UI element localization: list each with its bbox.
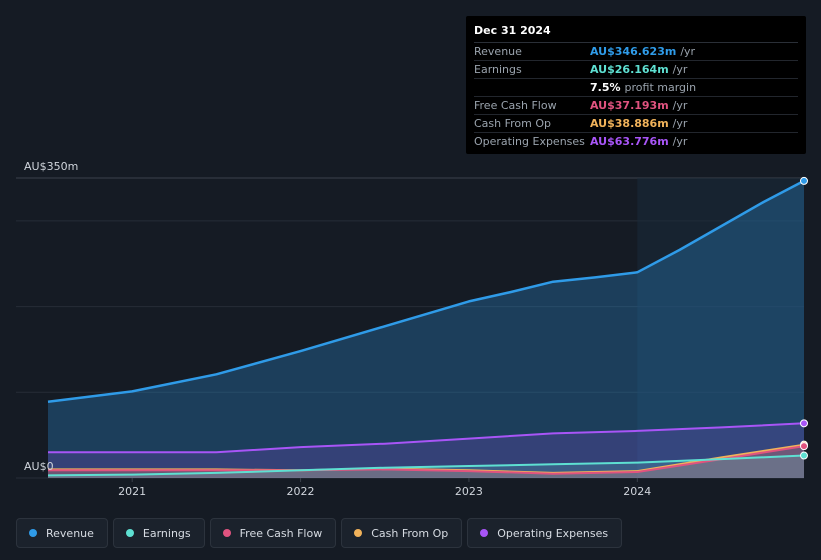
end-point-revenue (800, 176, 808, 185)
area-operating-expenses (48, 423, 804, 478)
legend-item-operating-expenses[interactable]: Operating Expenses (467, 518, 623, 548)
line-operating-expenses (48, 422, 805, 454)
tooltip-date: Dec 31 2024 (474, 22, 798, 43)
tooltip-unit: /yr (672, 135, 688, 148)
x-tick-label: 2022 (287, 485, 315, 498)
x-axis-ticks: 2021 2022 2023 2024 (118, 478, 651, 498)
legend-dot-icon (222, 529, 231, 537)
area-revenue (48, 180, 804, 478)
tooltip-label: Earnings (474, 63, 522, 76)
legend-dot-icon (354, 529, 363, 537)
tooltip-unit: /yr (672, 99, 688, 112)
tooltip-row-revenue: Revenue AU$346.623m /yr (474, 43, 798, 61)
legend-label: Operating Expenses (497, 526, 609, 540)
tooltip-label: Operating Expenses (474, 135, 585, 148)
end-point-earnings (800, 451, 808, 460)
legend-label: Free Cash Flow (239, 526, 323, 540)
tooltip-label: Cash From Op (474, 117, 552, 130)
tooltip-value: AU$26.164m (590, 63, 669, 76)
tooltip-row-earnings: Earnings AU$26.164m /yr (474, 61, 798, 79)
legend-label: Cash From Op (371, 526, 449, 540)
tooltip-unit: /yr (680, 45, 696, 58)
x-tick-label: 2023 (455, 485, 483, 498)
tooltip-value: AU$63.776m (590, 135, 669, 148)
legend-item-earnings[interactable]: Earnings (112, 518, 205, 548)
legend-item-cash-from-op[interactable]: Cash From Op (341, 518, 463, 548)
legend-dot-icon (29, 529, 37, 537)
data-tooltip: Dec 31 2024 Revenue AU$346.623m /yr Earn… (466, 16, 806, 154)
chart-area: 2021 2022 2023 2024 (16, 176, 808, 498)
legend-label: Earnings (142, 526, 191, 540)
legend-dot-icon (125, 529, 134, 537)
legend-dot-icon (480, 529, 489, 537)
line-earnings (47, 454, 805, 477)
x-tick-label: 2021 (118, 485, 146, 498)
legend-label: Revenue (46, 526, 94, 540)
legend-item-free-cash-flow[interactable]: Free Cash Flow (209, 518, 337, 548)
tooltip-unit: /yr (672, 63, 688, 76)
tooltip-row-free-cash-flow: Free Cash Flow AU$37.193m /yr (474, 97, 798, 115)
tooltip-value: AU$38.886m (590, 117, 669, 130)
series-end-markers (800, 176, 808, 460)
series-lines (47, 179, 805, 477)
tooltip-unit: profit margin (624, 81, 697, 94)
tooltip-label: Revenue (474, 45, 522, 58)
y-axis-top-label: AU$350m (24, 160, 79, 173)
tooltip-value: AU$346.623m (590, 45, 677, 58)
legend-item-revenue[interactable]: Revenue (16, 518, 108, 548)
end-point-free-cash-flow (800, 442, 808, 451)
tooltip-value: AU$37.193m (590, 99, 669, 112)
end-point-operating-expenses (800, 419, 808, 428)
tooltip-row-cash-from-op: Cash From Op AU$38.886m /yr (474, 115, 798, 133)
tooltip-row-operating-expenses: Operating Expenses AU$63.776m /yr (474, 133, 798, 150)
tooltip-unit: /yr (672, 117, 688, 130)
tooltip-label: Free Cash Flow (474, 99, 557, 112)
y-axis-bottom-label: AU$0 (24, 460, 54, 473)
line-free-cash-flow (48, 445, 805, 475)
tooltip-row-profit-margin: 7.5% profit margin (474, 79, 798, 97)
chart-legend: Revenue Earnings Free Cash Flow Cash Fro… (16, 518, 623, 548)
tooltip-label (474, 79, 590, 96)
line-revenue (47, 179, 805, 403)
x-tick-label: 2024 (623, 485, 651, 498)
tooltip-value: 7.5% (590, 81, 621, 94)
